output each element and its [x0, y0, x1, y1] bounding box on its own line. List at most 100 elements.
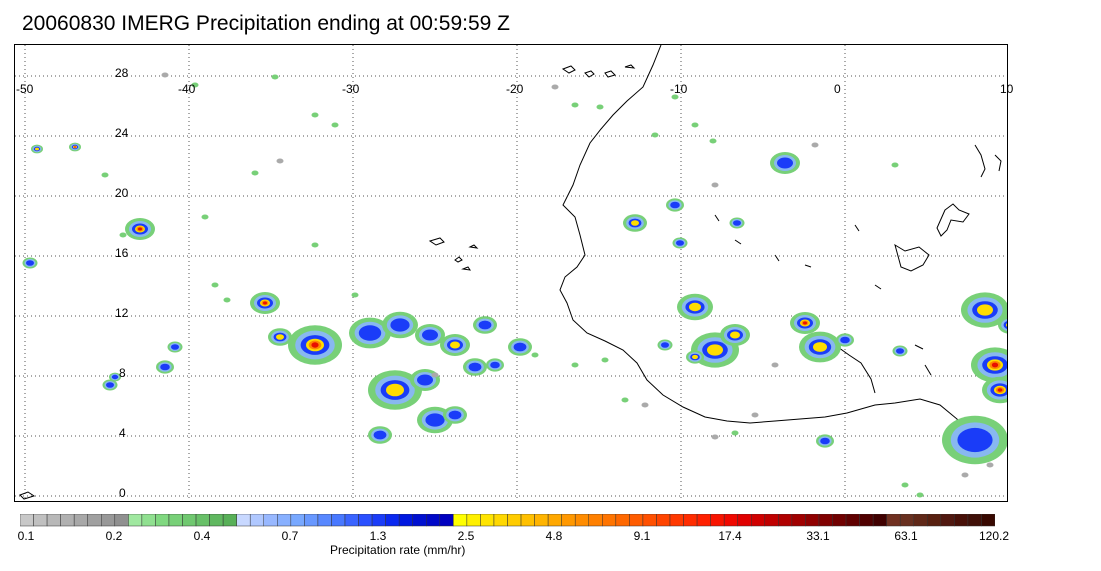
colorbar-tick-label: 0.2	[105, 529, 123, 543]
colorbar-swatch	[832, 514, 847, 527]
rain-cell	[513, 342, 527, 352]
colorbar-swatch	[60, 514, 75, 527]
colorbar-tick-label: 1.3	[369, 529, 387, 543]
rain-cell	[490, 361, 500, 369]
colorbar-swatch	[656, 514, 671, 527]
colorbar-swatch	[114, 514, 129, 527]
rain-cell	[358, 325, 382, 341]
rain-cell	[111, 374, 119, 380]
rain-speck	[596, 104, 604, 110]
rain-speck	[223, 297, 231, 303]
rain-speck	[161, 72, 169, 78]
rain-cell	[311, 342, 319, 348]
graticule	[15, 45, 1007, 501]
rain-speck	[731, 430, 739, 436]
colorbar-swatch	[723, 514, 738, 527]
colorbar-swatch	[33, 514, 48, 527]
colorbar-swatch	[737, 514, 752, 527]
colorbar-title: Precipitation rate (mm/hr)	[330, 543, 466, 557]
colorbar-swatch	[520, 514, 535, 527]
rain-speck	[891, 162, 899, 168]
colorbar-swatch	[128, 514, 143, 527]
colorbar-swatch	[629, 514, 644, 527]
rain-speck	[916, 492, 924, 498]
rain-cell	[661, 342, 669, 348]
rain-cell	[26, 260, 34, 266]
colorbar-swatch	[46, 514, 61, 527]
colorbar-swatch	[547, 514, 562, 527]
colorbar-swatch	[182, 514, 197, 527]
rain-speck	[551, 84, 559, 90]
rain-cell	[386, 383, 404, 397]
rain-cell	[171, 344, 179, 350]
colorbar-swatch	[642, 514, 657, 527]
rain-speck	[961, 472, 969, 478]
colorbar-swatch	[453, 514, 468, 527]
rain-cell	[676, 240, 684, 246]
rain-cell	[390, 318, 410, 332]
rain-cell	[160, 363, 170, 371]
rain-cell	[733, 220, 741, 226]
colorbar-swatch	[263, 514, 278, 527]
colorbar-swatch	[778, 514, 793, 527]
rain-speck	[251, 170, 259, 176]
colorbar-swatch	[412, 514, 427, 527]
colorbar-tick-label: 9.1	[633, 529, 651, 543]
rain-cell	[138, 227, 142, 231]
rain-cell	[692, 354, 698, 360]
rain-cell	[977, 304, 993, 316]
rain-speck	[641, 402, 649, 408]
rain-cell	[448, 410, 462, 420]
rain-cell	[263, 301, 267, 305]
rain-speck	[191, 82, 199, 88]
rain-speck	[431, 372, 439, 378]
colorbar-tick-label: 0.7	[281, 529, 299, 543]
rain-cell	[1003, 321, 1007, 329]
lat-tick-label: 12	[115, 306, 129, 320]
colorbar-swatch	[967, 514, 982, 527]
colorbar-swatch	[507, 514, 522, 527]
colorbar-swatch	[940, 514, 955, 527]
colorbar-swatch	[209, 514, 224, 527]
coastline-africa	[559, 45, 1007, 444]
rain-cell	[840, 336, 850, 344]
lat-tick-label: 4	[119, 426, 126, 440]
rain-cell	[425, 413, 445, 427]
colorbar-swatch	[277, 514, 292, 527]
rain-speck	[711, 434, 719, 440]
colorbar-swatch	[155, 514, 170, 527]
colorbar-swatch	[710, 514, 725, 527]
colorbar-tick-label: 120.2	[978, 529, 1010, 543]
precipitation-field	[22, 72, 1007, 498]
rain-cell	[777, 157, 793, 169]
rain-cell	[957, 427, 993, 453]
rain-speck	[311, 242, 319, 248]
colorbar-swatch	[290, 514, 305, 527]
rain-cell	[35, 147, 39, 151]
rain-cell	[813, 342, 827, 352]
colorbar-swatch	[426, 514, 441, 527]
rain-speck	[986, 462, 994, 468]
rain-speck	[119, 232, 127, 238]
colorbar-swatch	[317, 514, 332, 527]
rain-speck	[311, 112, 319, 118]
colorbar-swatch	[818, 514, 833, 527]
rain-cell	[689, 302, 701, 312]
rain-cell	[450, 341, 460, 349]
rain-cell	[417, 374, 433, 386]
lat-tick-label: 28	[115, 66, 129, 80]
lat-tick-label: 0	[119, 486, 126, 500]
colorbar-swatch	[493, 514, 508, 527]
inland-water	[714, 144, 1002, 394]
rain-speck	[651, 132, 659, 138]
rain-speck	[211, 282, 219, 288]
colorbar-swatch	[927, 514, 942, 527]
colorbar-swatch	[981, 514, 995, 527]
rain-cell	[1006, 323, 1007, 327]
colorbar-swatch	[358, 514, 373, 527]
colorbar-swatch	[954, 514, 969, 527]
rain-speck	[711, 182, 719, 188]
colorbar-swatch	[385, 514, 400, 527]
colorbar-swatch	[859, 514, 874, 527]
colorbar-swatch	[331, 514, 346, 527]
